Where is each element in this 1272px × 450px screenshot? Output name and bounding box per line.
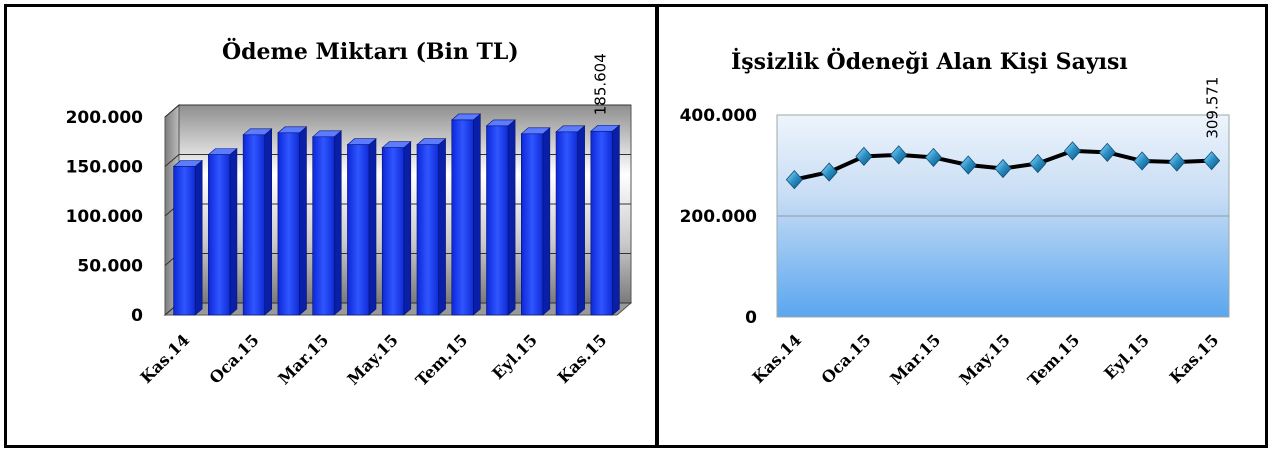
data-label: 309.571 (1204, 77, 1222, 139)
data-point-marker (1168, 152, 1186, 172)
bar-side (368, 138, 377, 316)
data-point-marker (924, 147, 942, 168)
bar-front (416, 144, 439, 316)
x-tick-label: Kas.15 (1166, 330, 1223, 387)
bar (207, 147, 238, 316)
data-point-marker (994, 158, 1012, 179)
x-tick-label: Tem.15 (412, 330, 471, 389)
y-tick-label: 50.000 (77, 257, 143, 277)
bar (346, 138, 377, 316)
bar-side (229, 147, 238, 316)
x-tick-label: Tem.15 (1024, 330, 1083, 389)
y-tick-label: 0 (745, 308, 757, 328)
bar-front (277, 132, 300, 316)
data-point-marker (1203, 151, 1221, 171)
bar (242, 128, 273, 316)
x-tick-label: Mar.15 (274, 330, 332, 388)
bar (172, 159, 203, 316)
data-label: 185.604 (592, 53, 610, 115)
y-tick-label: 200.000 (66, 108, 144, 128)
data-point-marker (890, 145, 908, 165)
unemployment-benefit-chart-panel: 0 200.000 400.000 309.571 Kas.14 Oca.15 Mar.15… (658, 4, 1268, 448)
y-tick-label: 400.000 (680, 106, 758, 126)
bar-side (507, 119, 516, 316)
x-tick-label: Kas.14 (749, 330, 806, 387)
y-tick-label: 200.000 (680, 207, 758, 227)
bar-side (264, 128, 273, 316)
bar (555, 125, 586, 316)
bar (311, 130, 343, 316)
x-tick-label: May.15 (956, 330, 1014, 388)
data-point-marker (959, 155, 977, 175)
chart-title: Ödeme Miktarı (Bin TL) (222, 37, 519, 65)
bar-front (381, 147, 405, 316)
bar-front (242, 134, 266, 316)
bar-front (555, 131, 578, 316)
payment-amount-chart: 0 50.000 100.000 150.000 200.000 185.604 Kas.1… (66, 37, 633, 390)
data-point-marker (855, 146, 873, 167)
bar-front (173, 166, 196, 316)
bar-side (403, 141, 412, 316)
data-point-marker (785, 170, 803, 190)
payment-amount-chart-panel: 0 50.000 100.000 150.000 200.000 185.604 Kas.1… (4, 4, 658, 448)
data-point-marker (1029, 153, 1047, 174)
bar (485, 119, 516, 316)
bar (416, 138, 447, 316)
bar-front (520, 133, 544, 316)
chart-title: İşsizlik Ödeneği Alan Kişi Sayısı (731, 47, 1128, 75)
x-tick-label: Oca.15 (206, 330, 263, 387)
bar-front (312, 136, 335, 316)
x-tick-label: Eyl.15 (488, 330, 541, 383)
data-point-marker (1133, 151, 1151, 171)
unemployment-benefit-chart: 0 200.000 400.000 309.571 Kas.14 Oca.15 Mar.15… (680, 47, 1230, 390)
x-tick-label: May.15 (344, 330, 402, 388)
y-tick-label: 100.000 (66, 207, 144, 227)
bar-front (347, 144, 370, 316)
bar-side (542, 127, 551, 316)
bar (520, 127, 551, 316)
bar-side (577, 125, 585, 316)
bar-side (473, 113, 481, 316)
bar (450, 113, 482, 316)
y-tick-label: 150.000 (66, 158, 144, 178)
y-tick-label: 0 (131, 306, 143, 326)
bar (381, 141, 412, 316)
bar-front (208, 154, 231, 316)
bar-side (194, 159, 203, 316)
bar-side (438, 138, 446, 316)
x-tick-label: Mar.15 (886, 330, 944, 388)
data-point-marker (1098, 142, 1116, 162)
gridline (164, 104, 631, 118)
bar-front (486, 125, 509, 316)
x-tick-label: Kas.14 (137, 330, 194, 387)
data-point-marker (1064, 141, 1082, 161)
bar (277, 126, 308, 316)
bar (590, 124, 621, 316)
x-tick-label: Eyl.15 (1100, 330, 1153, 383)
bar-front (590, 130, 613, 316)
bar-side (333, 130, 342, 316)
x-tick-label: Kas.15 (554, 330, 611, 387)
bar-side (612, 124, 620, 316)
bar-front (451, 119, 474, 316)
data-point-marker (820, 162, 838, 182)
x-tick-label: Oca.15 (818, 330, 875, 387)
bar-side (299, 126, 307, 316)
